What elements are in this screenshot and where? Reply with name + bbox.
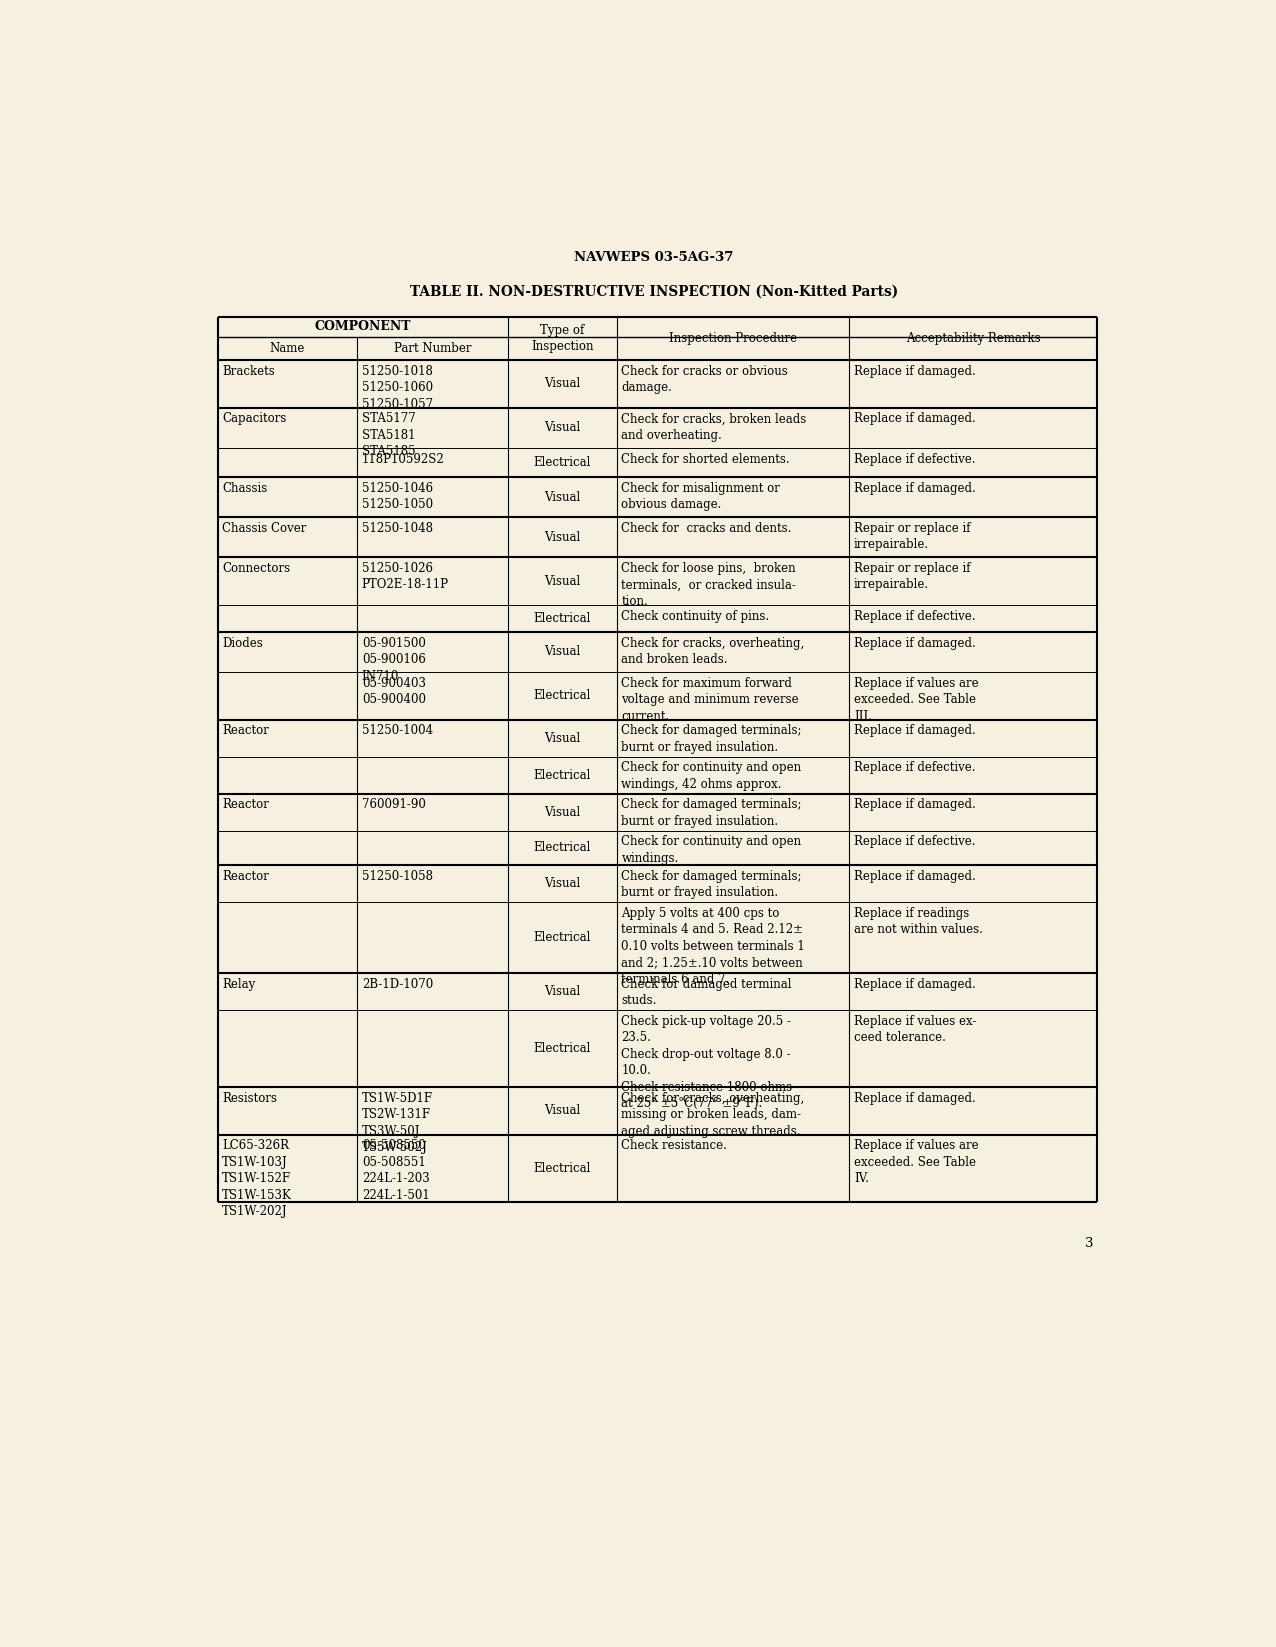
Text: Visual: Visual xyxy=(545,530,581,544)
Text: Replace if defective.: Replace if defective. xyxy=(854,835,975,848)
Text: Electrical: Electrical xyxy=(533,1163,591,1174)
Text: Visual: Visual xyxy=(545,878,581,891)
Text: 51250-1026
PTO2E-18-11P: 51250-1026 PTO2E-18-11P xyxy=(362,562,449,591)
Text: 51250-1004: 51250-1004 xyxy=(362,725,433,738)
Text: NAVWEPS 03-5AG-37: NAVWEPS 03-5AG-37 xyxy=(574,252,734,264)
Text: Brackets: Brackets xyxy=(222,364,276,377)
Text: Check for shorted elements.: Check for shorted elements. xyxy=(621,453,790,466)
Text: Check for misalignment or
obvious damage.: Check for misalignment or obvious damage… xyxy=(621,483,781,511)
Text: Electrical: Electrical xyxy=(533,931,591,944)
Text: Connectors: Connectors xyxy=(222,562,291,575)
Text: Check for damaged terminals;
burnt or frayed insulation.: Check for damaged terminals; burnt or fr… xyxy=(621,725,801,754)
Text: Electrical: Electrical xyxy=(533,690,591,702)
Text: Diodes: Diodes xyxy=(222,636,263,649)
Text: Replace if defective.: Replace if defective. xyxy=(854,609,975,623)
Text: 2B-1D-1070: 2B-1D-1070 xyxy=(362,978,433,990)
Text: Check for damaged terminals;
burnt or frayed insulation.: Check for damaged terminals; burnt or fr… xyxy=(621,799,801,828)
Text: 51250-1058: 51250-1058 xyxy=(362,870,433,883)
Text: 760091-90: 760091-90 xyxy=(362,799,426,812)
Text: LC65-326R
TS1W-103J
TS1W-152F
TS1W-153K
TS1W-202J: LC65-326R TS1W-103J TS1W-152F TS1W-153K … xyxy=(222,1140,292,1219)
Text: Replace if damaged.: Replace if damaged. xyxy=(854,412,976,425)
Text: Check for loose pins,  broken
terminals,  or cracked insula-
tion.: Check for loose pins, broken terminals, … xyxy=(621,562,796,608)
Text: Check for damaged terminals;
burnt or frayed insulation.: Check for damaged terminals; burnt or fr… xyxy=(621,870,801,899)
Text: Replace if values ex-
ceed tolerance.: Replace if values ex- ceed tolerance. xyxy=(854,1015,976,1044)
Text: Check for continuity and open
windings, 42 ohms approx.: Check for continuity and open windings, … xyxy=(621,761,801,791)
Text: 51250-1046
51250-1050: 51250-1046 51250-1050 xyxy=(362,483,433,511)
Text: Visual: Visual xyxy=(545,985,581,998)
Text: Repair or replace if
irrepairable.: Repair or replace if irrepairable. xyxy=(854,562,971,591)
Text: Check for cracks, overheating,
missing or broken leads, dam-
aged adjusting scre: Check for cracks, overheating, missing o… xyxy=(621,1092,805,1138)
Text: Replace if readings
are not within values.: Replace if readings are not within value… xyxy=(854,907,983,935)
Text: Visual: Visual xyxy=(545,575,581,588)
Text: Name: Name xyxy=(269,343,305,356)
Text: Acceptability Remarks: Acceptability Remarks xyxy=(906,333,1040,346)
Text: Check for continuity and open
windings.: Check for continuity and open windings. xyxy=(621,835,801,865)
Text: Part Number: Part Number xyxy=(394,343,471,356)
Text: Check for cracks, broken leads
and overheating.: Check for cracks, broken leads and overh… xyxy=(621,412,806,441)
Text: 05-901500
05-900106
IN710: 05-901500 05-900106 IN710 xyxy=(362,636,426,682)
Text: Visual: Visual xyxy=(545,1105,581,1117)
Text: TABLE II. NON-DESTRUCTIVE INSPECTION (Non-Kitted Parts): TABLE II. NON-DESTRUCTIVE INSPECTION (No… xyxy=(410,285,898,298)
Text: Apply 5 volts at 400 cps to
terminals 4 and 5. Read 2.12±
0.10 volts between ter: Apply 5 volts at 400 cps to terminals 4 … xyxy=(621,907,805,987)
Text: Replace if damaged.: Replace if damaged. xyxy=(854,978,976,990)
Text: Reactor: Reactor xyxy=(222,870,269,883)
Text: 51250-1048: 51250-1048 xyxy=(362,522,433,535)
Text: Resistors: Resistors xyxy=(222,1092,277,1105)
Text: Check for maximum forward
voltage and minimum reverse
current.: Check for maximum forward voltage and mi… xyxy=(621,677,799,723)
Text: 3: 3 xyxy=(1085,1237,1094,1250)
Text: Visual: Visual xyxy=(545,377,581,390)
Text: Replace if damaged.: Replace if damaged. xyxy=(854,725,976,738)
Text: Replace if defective.: Replace if defective. xyxy=(854,761,975,774)
Text: Type of
Inspection: Type of Inspection xyxy=(531,324,593,352)
Text: Chassis: Chassis xyxy=(222,483,268,494)
Text: Check pick-up voltage 20.5 -
23.5.
Check drop-out voltage 8.0 -
10.0.
Check resi: Check pick-up voltage 20.5 - 23.5. Check… xyxy=(621,1015,792,1110)
Text: Electrical: Electrical xyxy=(533,456,591,469)
Text: Visual: Visual xyxy=(545,491,581,504)
Text: 118P10592S2: 118P10592S2 xyxy=(362,453,444,466)
Text: Reactor: Reactor xyxy=(222,725,269,738)
Text: Visual: Visual xyxy=(545,646,581,659)
Text: Replace if damaged.: Replace if damaged. xyxy=(854,870,976,883)
Text: Relay: Relay xyxy=(222,978,255,990)
Text: Electrical: Electrical xyxy=(533,769,591,782)
Text: Electrical: Electrical xyxy=(533,613,591,624)
Text: Check resistance.: Check resistance. xyxy=(621,1140,727,1153)
Text: Reactor: Reactor xyxy=(222,799,269,812)
Text: Replace if defective.: Replace if defective. xyxy=(854,453,975,466)
Text: 05-508550
05-508551
224L-1-203
224L-1-501: 05-508550 05-508551 224L-1-203 224L-1-50… xyxy=(362,1140,430,1202)
Text: Capacitors: Capacitors xyxy=(222,412,287,425)
Text: Electrical: Electrical xyxy=(533,842,591,855)
Text: Replace if damaged.: Replace if damaged. xyxy=(854,799,976,812)
Text: Check for  cracks and dents.: Check for cracks and dents. xyxy=(621,522,792,535)
Text: Inspection Procedure: Inspection Procedure xyxy=(669,333,798,346)
Text: Visual: Visual xyxy=(545,422,581,435)
Text: Replace if damaged.: Replace if damaged. xyxy=(854,364,976,377)
Text: Check for cracks or obvious
damage.: Check for cracks or obvious damage. xyxy=(621,364,789,394)
Text: Check continuity of pins.: Check continuity of pins. xyxy=(621,609,769,623)
Text: Replace if damaged.: Replace if damaged. xyxy=(854,483,976,494)
Text: Electrical: Electrical xyxy=(533,1043,591,1056)
Text: Check for cracks, overheating,
and broken leads.: Check for cracks, overheating, and broke… xyxy=(621,636,805,665)
Text: Replace if values are
exceeded. See Table
IV.: Replace if values are exceeded. See Tabl… xyxy=(854,1140,979,1186)
Text: STA5177
STA5181
STA5185: STA5177 STA5181 STA5185 xyxy=(362,412,416,458)
Text: Visual: Visual xyxy=(545,805,581,819)
Text: Replace if values are
exceeded. See Table
III.: Replace if values are exceeded. See Tabl… xyxy=(854,677,979,723)
Text: 51250-1018
51250-1060
51250-1057: 51250-1018 51250-1060 51250-1057 xyxy=(362,364,433,410)
Text: Visual: Visual xyxy=(545,731,581,744)
Text: TS1W-5D1F
TS2W-131F
TS3W-50J
TS5W-502J: TS1W-5D1F TS2W-131F TS3W-50J TS5W-502J xyxy=(362,1092,433,1155)
Text: Repair or replace if
irrepairable.: Repair or replace if irrepairable. xyxy=(854,522,971,552)
Text: 05-900403
05-900400: 05-900403 05-900400 xyxy=(362,677,426,707)
Text: Replace if damaged.: Replace if damaged. xyxy=(854,636,976,649)
Text: COMPONENT: COMPONENT xyxy=(315,321,411,333)
Text: Check for damaged terminal
studs.: Check for damaged terminal studs. xyxy=(621,978,792,1008)
Text: Chassis Cover: Chassis Cover xyxy=(222,522,306,535)
Text: Replace if damaged.: Replace if damaged. xyxy=(854,1092,976,1105)
